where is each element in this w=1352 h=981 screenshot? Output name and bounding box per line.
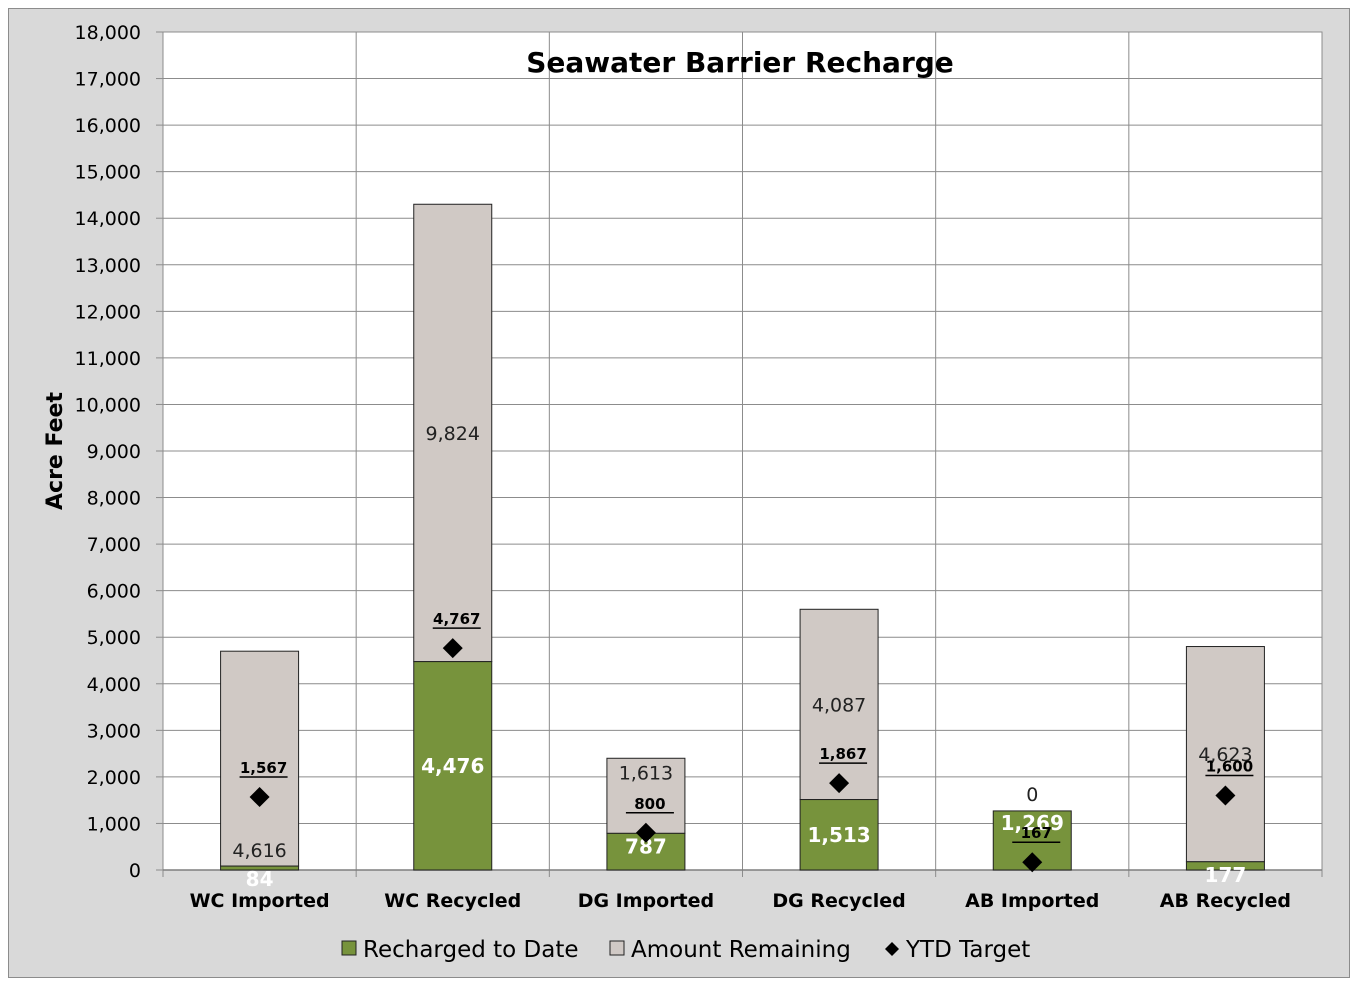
bar-amount-remaining	[799, 608, 879, 801]
data-label-recharged-to-date: 177	[1205, 863, 1247, 887]
legend-label-amount-remaining: Amount Remaining	[631, 937, 851, 963]
marker-ytd-target	[442, 638, 463, 659]
data-label-amount-remaining: 4,616	[232, 840, 286, 862]
x-category-label: WC Imported	[190, 890, 330, 912]
legend-label-ytd-target: YTD Target	[905, 937, 1030, 963]
y-tick-label: 18,000	[75, 22, 141, 44]
bar-recharged-to-date	[1185, 861, 1265, 871]
bar-amount-remaining	[220, 650, 300, 867]
marker-ytd-target	[635, 822, 656, 843]
data-label-recharged-to-date: 4,476	[421, 754, 484, 778]
marker-ytd-target	[829, 773, 850, 794]
chart-title: Seawater Barrier Recharge	[526, 46, 954, 79]
bar-amount-remaining	[606, 757, 686, 834]
y-tick-label: 14,000	[75, 208, 141, 230]
y-tick-label: 1,000	[87, 813, 141, 835]
legend-marker-ytd-target	[885, 942, 899, 956]
y-axis-title: Acre Feet	[43, 392, 68, 510]
data-label-ytd-target: 1,600	[1206, 758, 1253, 776]
x-category-label: AB Recycled	[1160, 890, 1291, 912]
x-category-label: WC Recycled	[384, 890, 521, 912]
legend-swatch-amount-remaining	[609, 940, 625, 956]
y-tick-label: 13,000	[75, 255, 141, 277]
y-tick-label: 12,000	[75, 301, 141, 323]
y-tick-label: 4,000	[87, 674, 141, 696]
bar-recharged-to-date	[413, 661, 493, 871]
marker-ytd-target	[1022, 852, 1043, 873]
bar-recharged-to-date	[799, 799, 879, 871]
data-label-amount-remaining: 4,623	[1198, 744, 1252, 766]
legend-label-recharged-to-date: Recharged to Date	[363, 937, 579, 963]
y-tick-label: 8,000	[87, 488, 141, 510]
data-label-recharged-to-date: 84	[246, 867, 274, 891]
marker-ytd-target	[249, 787, 270, 808]
data-label-amount-remaining: 1,613	[619, 762, 673, 784]
y-tick-label: 2,000	[87, 767, 141, 789]
x-category-label: DG Recycled	[772, 890, 905, 912]
data-label-ytd-target: 1,867	[819, 745, 866, 763]
data-label-ytd-target: 800	[634, 795, 665, 813]
data-label-amount-remaining: 4,087	[812, 694, 866, 716]
x-category-label: AB Imported	[965, 890, 1099, 912]
bar-amount-remaining	[413, 203, 493, 663]
y-tick-label: 6,000	[87, 581, 141, 603]
data-label-amount-remaining: 9,824	[426, 423, 480, 445]
y-tick-label: 7,000	[87, 534, 141, 556]
y-tick-label: 3,000	[87, 720, 141, 742]
y-tick-label: 9,000	[87, 441, 141, 463]
marker-ytd-target	[1215, 785, 1236, 806]
y-tick-label: 15,000	[75, 162, 141, 184]
y-tick-label: 5,000	[87, 627, 141, 649]
y-tick-label: 16,000	[75, 115, 141, 137]
data-label-recharged-to-date: 1,513	[807, 823, 870, 847]
data-label-ytd-target: 1,567	[240, 759, 287, 777]
bar-recharged-to-date	[220, 865, 300, 871]
data-label-recharged-to-date: 1,269	[1001, 811, 1064, 835]
y-tick-label: 0	[129, 860, 141, 882]
legend-swatch-recharged-to-date	[341, 940, 357, 956]
bar-amount-remaining	[1185, 646, 1265, 863]
x-category-label: DG Imported	[578, 890, 714, 912]
y-tick-label: 17,000	[75, 69, 141, 91]
data-label-ytd-target: 4,767	[433, 610, 480, 628]
y-tick-label: 11,000	[75, 348, 141, 370]
data-label-amount-remaining: 0	[1026, 784, 1038, 806]
y-tick-label: 10,000	[75, 394, 141, 416]
data-label-ytd-target: 167	[1021, 824, 1052, 842]
